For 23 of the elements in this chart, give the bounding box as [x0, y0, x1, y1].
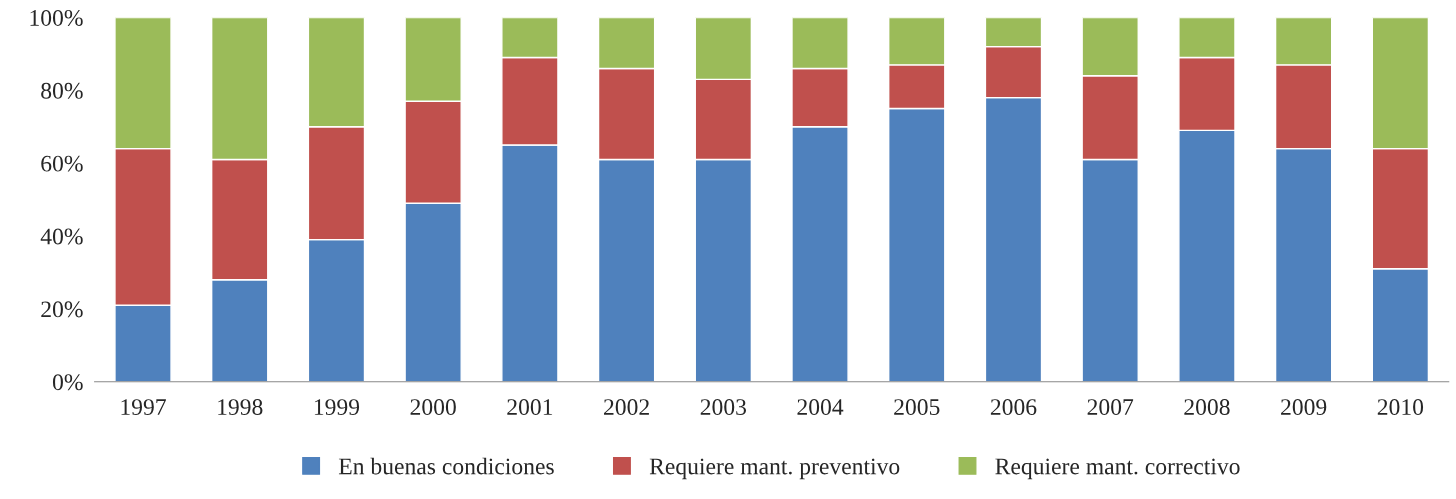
- y-tick-label: 40%: [40, 228, 83, 245]
- y-tick-label: 100%: [30, 9, 83, 26]
- x-tick-label: 2008: [1184, 399, 1230, 416]
- x-tick-label: 2001: [507, 399, 553, 416]
- x-tick-label: 1998: [218, 399, 263, 416]
- x-tick-label: 1997: [121, 399, 166, 416]
- x-tick-label: 2000: [410, 399, 456, 416]
- x-tick-label: 2003: [700, 399, 747, 416]
- y-tick-label: 20%: [41, 301, 83, 318]
- x-tick-label: 2007: [1087, 399, 1134, 416]
- legend-label: Requiere mant. correctivo: [995, 458, 1240, 480]
- x-tick-label: 2009: [1281, 399, 1327, 416]
- y-tick-label: 80%: [41, 82, 83, 99]
- legend-label: Requiere mant. preventivo: [649, 458, 900, 480]
- legend-label: En buenas condiciones: [338, 457, 554, 475]
- y-tick-label: 0%: [52, 374, 83, 391]
- y-tick-label: 60%: [41, 155, 83, 172]
- x-tick-label: 2005: [894, 399, 940, 416]
- x-tick-label: 2010: [1377, 399, 1424, 416]
- x-tick-label: 2002: [604, 399, 649, 416]
- x-tick-label: 2006: [990, 399, 1037, 416]
- x-tick-label: 1999: [314, 399, 360, 416]
- x-tick-label: 2004: [797, 399, 844, 416]
